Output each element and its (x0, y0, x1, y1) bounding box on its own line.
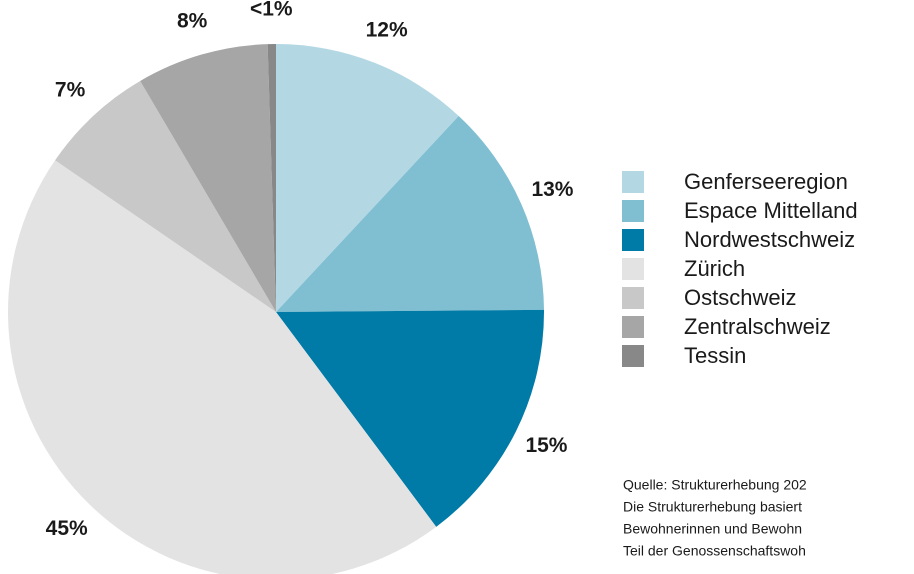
source-note: Bewohnerinnen und Bewohn (623, 521, 802, 537)
slice-label: 8% (177, 9, 208, 32)
legend-swatch (622, 171, 644, 193)
legend-swatch (622, 345, 644, 367)
slice-label: 13% (531, 178, 573, 201)
legend-label: Espace Mittelland (684, 198, 858, 223)
slice-label: 7% (55, 79, 86, 102)
pie-slice (7, 160, 437, 574)
legend-swatch (622, 287, 644, 309)
pie-slice (55, 80, 276, 312)
pie-slice (267, 44, 276, 312)
slice-label: 15% (525, 434, 567, 457)
legend-label: Zürich (684, 256, 745, 281)
legend-swatch (622, 258, 644, 280)
legend-label: Nordwestschweiz (684, 227, 855, 252)
source-note: Quelle: Strukturerhebung 202 (623, 477, 807, 493)
slice-label: <1% (250, 0, 293, 21)
source-note: Die Strukturerhebung basiert (623, 499, 802, 515)
slice-label: 45% (46, 517, 88, 540)
pie-slice (276, 309, 544, 527)
slice-label: 12% (366, 19, 408, 42)
source-note: Teil der Genossenschaftswoh (623, 543, 806, 559)
pie-slice (140, 44, 276, 313)
legend-swatch (622, 200, 644, 222)
legend-label: Zentralschweiz (684, 314, 831, 339)
legend-swatch (622, 316, 644, 338)
pie-slice (276, 44, 459, 312)
legend-label: Tessin (684, 343, 746, 368)
legend-swatch (622, 229, 644, 251)
legend-label: Ostschweiz (684, 285, 796, 310)
pie-slice (276, 115, 544, 312)
legend-label: Genferseeregion (684, 169, 848, 194)
